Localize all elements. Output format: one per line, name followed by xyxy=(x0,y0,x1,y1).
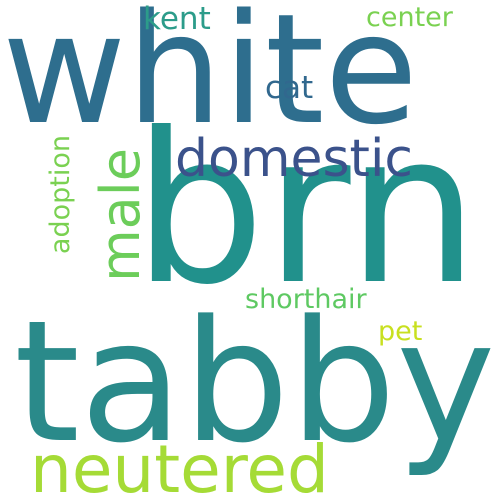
word-kent: kent xyxy=(143,1,211,37)
word-neutered: neutered xyxy=(30,431,329,500)
word-center: center xyxy=(366,2,453,33)
word-white: white xyxy=(2,0,418,158)
word-adoption: adoption xyxy=(45,135,76,255)
word-tabby: tabby xyxy=(14,284,496,480)
word-domestic: domestic xyxy=(175,129,413,189)
word-male: male xyxy=(89,148,152,282)
word-cat: cat xyxy=(265,70,314,106)
word-brn: brn xyxy=(133,89,479,331)
word-pet: pet xyxy=(378,316,423,347)
word-shorthair: shorthair xyxy=(245,284,367,315)
